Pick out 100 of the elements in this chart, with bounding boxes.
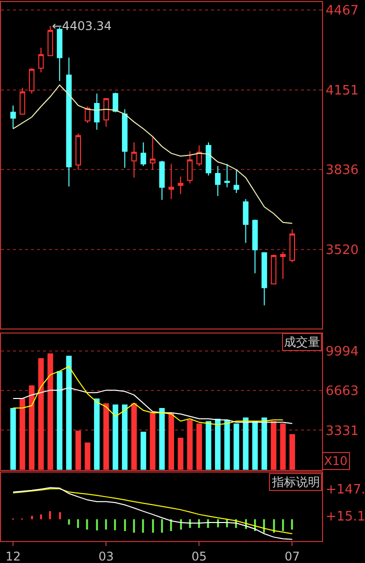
- bar: [133, 519, 135, 533]
- bar: [122, 404, 128, 470]
- y-tick-label: 6663: [326, 384, 359, 400]
- candlestick: [215, 165, 221, 197]
- bar: [40, 514, 42, 520]
- bar: [178, 438, 184, 470]
- bar: [124, 519, 126, 532]
- candlestick: [168, 163, 174, 200]
- candlestick: [206, 142, 212, 176]
- y-tick-label: 3520: [326, 242, 359, 258]
- bar: [114, 519, 116, 530]
- bar: [68, 519, 70, 525]
- candlestick: [10, 104, 16, 130]
- candlestick: [94, 93, 100, 130]
- bar: [20, 398, 26, 470]
- bar: [168, 412, 174, 470]
- bar: [150, 412, 156, 470]
- bar: [142, 519, 144, 533]
- text: X10: [324, 454, 348, 468]
- bar: [38, 358, 44, 470]
- candlestick: [48, 25, 54, 56]
- candlestick: [150, 137, 156, 170]
- bar: [103, 403, 109, 470]
- candlestick: [270, 254, 276, 284]
- bar: [159, 408, 165, 470]
- annotation: 成交量: [284, 335, 320, 349]
- annotation: 指标说明: [271, 475, 320, 489]
- candlestick: [131, 142, 137, 178]
- candlestick: [103, 98, 109, 128]
- bar: [75, 430, 82, 470]
- y-tick-label: 9994: [326, 344, 359, 360]
- bar: [66, 356, 72, 470]
- bar: [252, 421, 258, 470]
- bar: [270, 421, 276, 470]
- bar: [49, 511, 51, 520]
- candlestick: [75, 133, 82, 170]
- bar: [224, 420, 230, 470]
- candlestick: [289, 228, 296, 263]
- candlestick: [252, 219, 258, 274]
- candlestick: [28, 68, 34, 94]
- x-tick-label: 07: [284, 549, 300, 563]
- candlestick: [178, 176, 184, 195]
- bar: [262, 418, 268, 470]
- candlestick: [140, 142, 146, 166]
- bar: [196, 423, 202, 470]
- x-tick-label: 03: [98, 549, 114, 563]
- candlestick: [122, 108, 128, 168]
- bar: [170, 519, 172, 532]
- bar: [187, 420, 193, 470]
- bar: [86, 519, 88, 530]
- bar: [152, 519, 154, 533]
- bar: [112, 404, 118, 470]
- bar: [263, 519, 265, 533]
- candlestick: [112, 92, 118, 113]
- y-tick-label: 4151: [326, 83, 359, 98]
- line-series: [12, 387, 293, 424]
- candlestick: [66, 57, 72, 187]
- line-series: [12, 366, 284, 426]
- y-tick-label: +15.1: [326, 510, 365, 525]
- bar: [234, 423, 240, 470]
- bar: [273, 519, 275, 533]
- candlestick: [84, 106, 90, 124]
- candlestick: [224, 163, 230, 188]
- bar: [140, 432, 146, 470]
- x-tick-label: 05: [192, 549, 207, 563]
- candlestick: [20, 87, 26, 115]
- bar: [94, 398, 100, 470]
- bar: [59, 512, 61, 520]
- candlestick: [159, 160, 165, 200]
- bar: [96, 519, 98, 530]
- bar: [84, 442, 90, 470]
- bar: [77, 519, 79, 528]
- bar: [28, 385, 34, 470]
- bar: [215, 418, 221, 470]
- bar: [105, 519, 107, 530]
- bar: [10, 408, 16, 470]
- candlestick: [187, 150, 193, 184]
- y-tick-label: 4467: [326, 3, 359, 18]
- candlestick: [242, 198, 248, 244]
- x-tick-label: 12: [5, 549, 21, 563]
- annotation: ←4403.34: [52, 19, 112, 33]
- candlestick: [280, 251, 286, 280]
- candlestick: [234, 169, 240, 194]
- bar: [242, 418, 248, 470]
- candlestick: [196, 144, 202, 166]
- bar: [56, 371, 62, 470]
- candlestick: [38, 47, 44, 73]
- bar: [280, 423, 286, 470]
- bar: [282, 519, 284, 532]
- line-series: [12, 84, 293, 224]
- bar: [206, 421, 212, 470]
- y-tick-label: 3331: [326, 424, 359, 439]
- bar: [131, 403, 137, 470]
- bar: [291, 519, 293, 530]
- bar: [161, 519, 163, 533]
- y-tick-label: +147.: [326, 482, 365, 498]
- bar: [289, 434, 296, 470]
- y-tick-label: 3836: [326, 163, 359, 178]
- bar: [180, 519, 182, 530]
- candlestick: [262, 252, 268, 306]
